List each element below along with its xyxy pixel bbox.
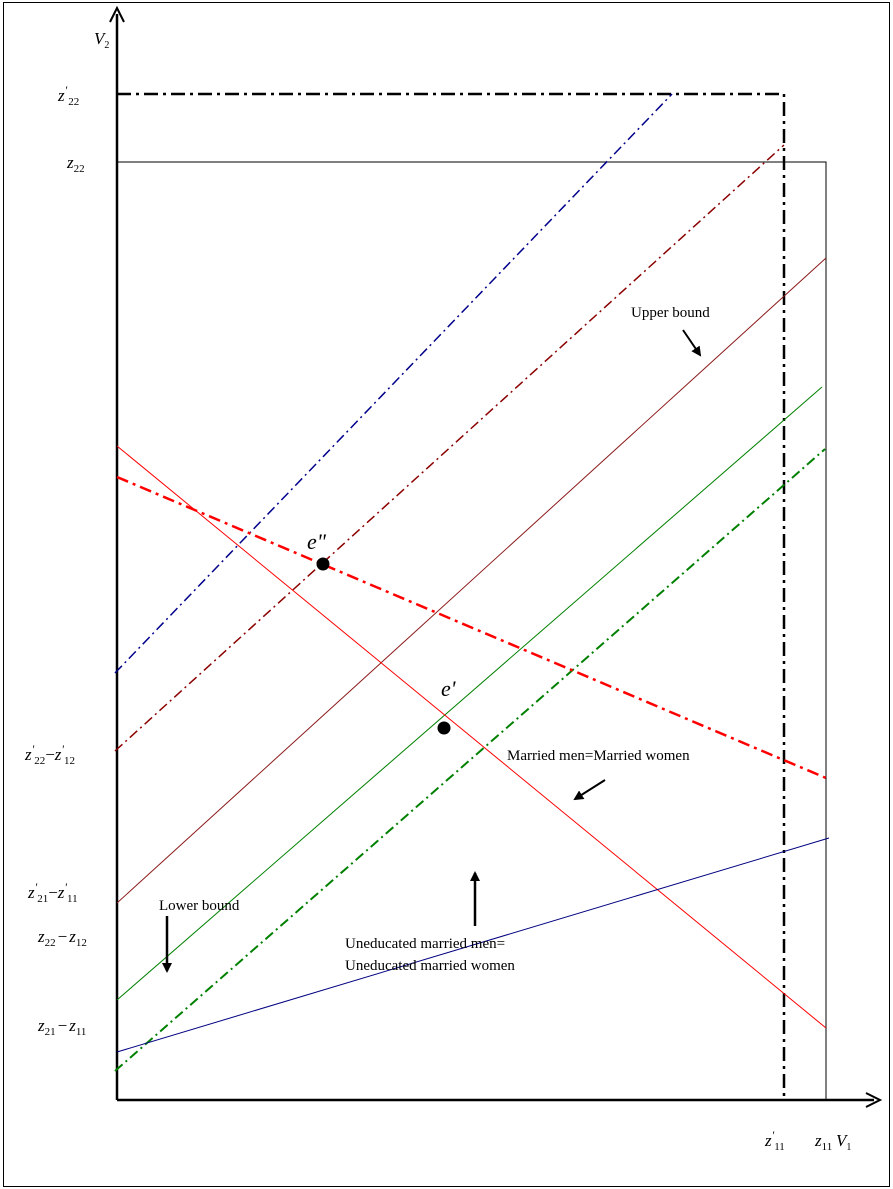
upper-bound-line <box>116 257 827 904</box>
green-dashdot-line <box>114 448 826 1072</box>
lower-bound-label: Lower bound <box>159 898 240 914</box>
upper-bound-label: Upper bound <box>631 305 710 321</box>
married-equal-arrow <box>573 779 606 801</box>
z-box <box>117 161 827 1100</box>
e-prime-point <box>437 721 451 735</box>
z-prime-box <box>117 92 786 1100</box>
e-double-prime-label: e" <box>307 529 327 554</box>
x-tick-z11-prime: z'11 <box>764 1128 785 1153</box>
red-dashdot-line <box>116 475 827 780</box>
y-tick-z22p-minus-z12p: z'22−z'12 <box>24 742 75 767</box>
blue-dashdot-line <box>114 93 673 674</box>
figure-frame <box>3 2 890 1187</box>
green-solid-line <box>116 386 823 1001</box>
uneducated-label-line1: Uneducated married men= <box>345 936 505 952</box>
y-tick-z21p-minus-z11p: z'21−z'11 <box>27 880 78 905</box>
e-double-prime-point <box>316 557 330 571</box>
y-tick-z22-minus-z12: z22− z12 <box>37 927 87 949</box>
y-axis-arrowhead <box>109 5 125 23</box>
darkred-dashdot-line <box>114 144 785 752</box>
upper-bound-arrow <box>682 329 702 357</box>
y-tick-z21-minus-z11: z21− z11 <box>37 1016 86 1038</box>
y-tick-z22: z22 <box>66 153 85 175</box>
x-axis-arrowhead <box>865 1092 883 1108</box>
y-tick-z22-prime: z'22 <box>57 83 79 108</box>
x-tick-z11: z11 <box>814 1131 832 1153</box>
e-prime-label: e' <box>441 676 456 701</box>
red-solid-line <box>116 445 827 1029</box>
x-axis-label: V1 <box>836 1131 851 1153</box>
uneducated-label-line2: Uneducated married women <box>345 958 515 974</box>
married-equal-label: Married men=Married women <box>507 748 690 764</box>
y-axis-label: V2 <box>94 29 109 51</box>
uneducated-line <box>116 837 830 1053</box>
